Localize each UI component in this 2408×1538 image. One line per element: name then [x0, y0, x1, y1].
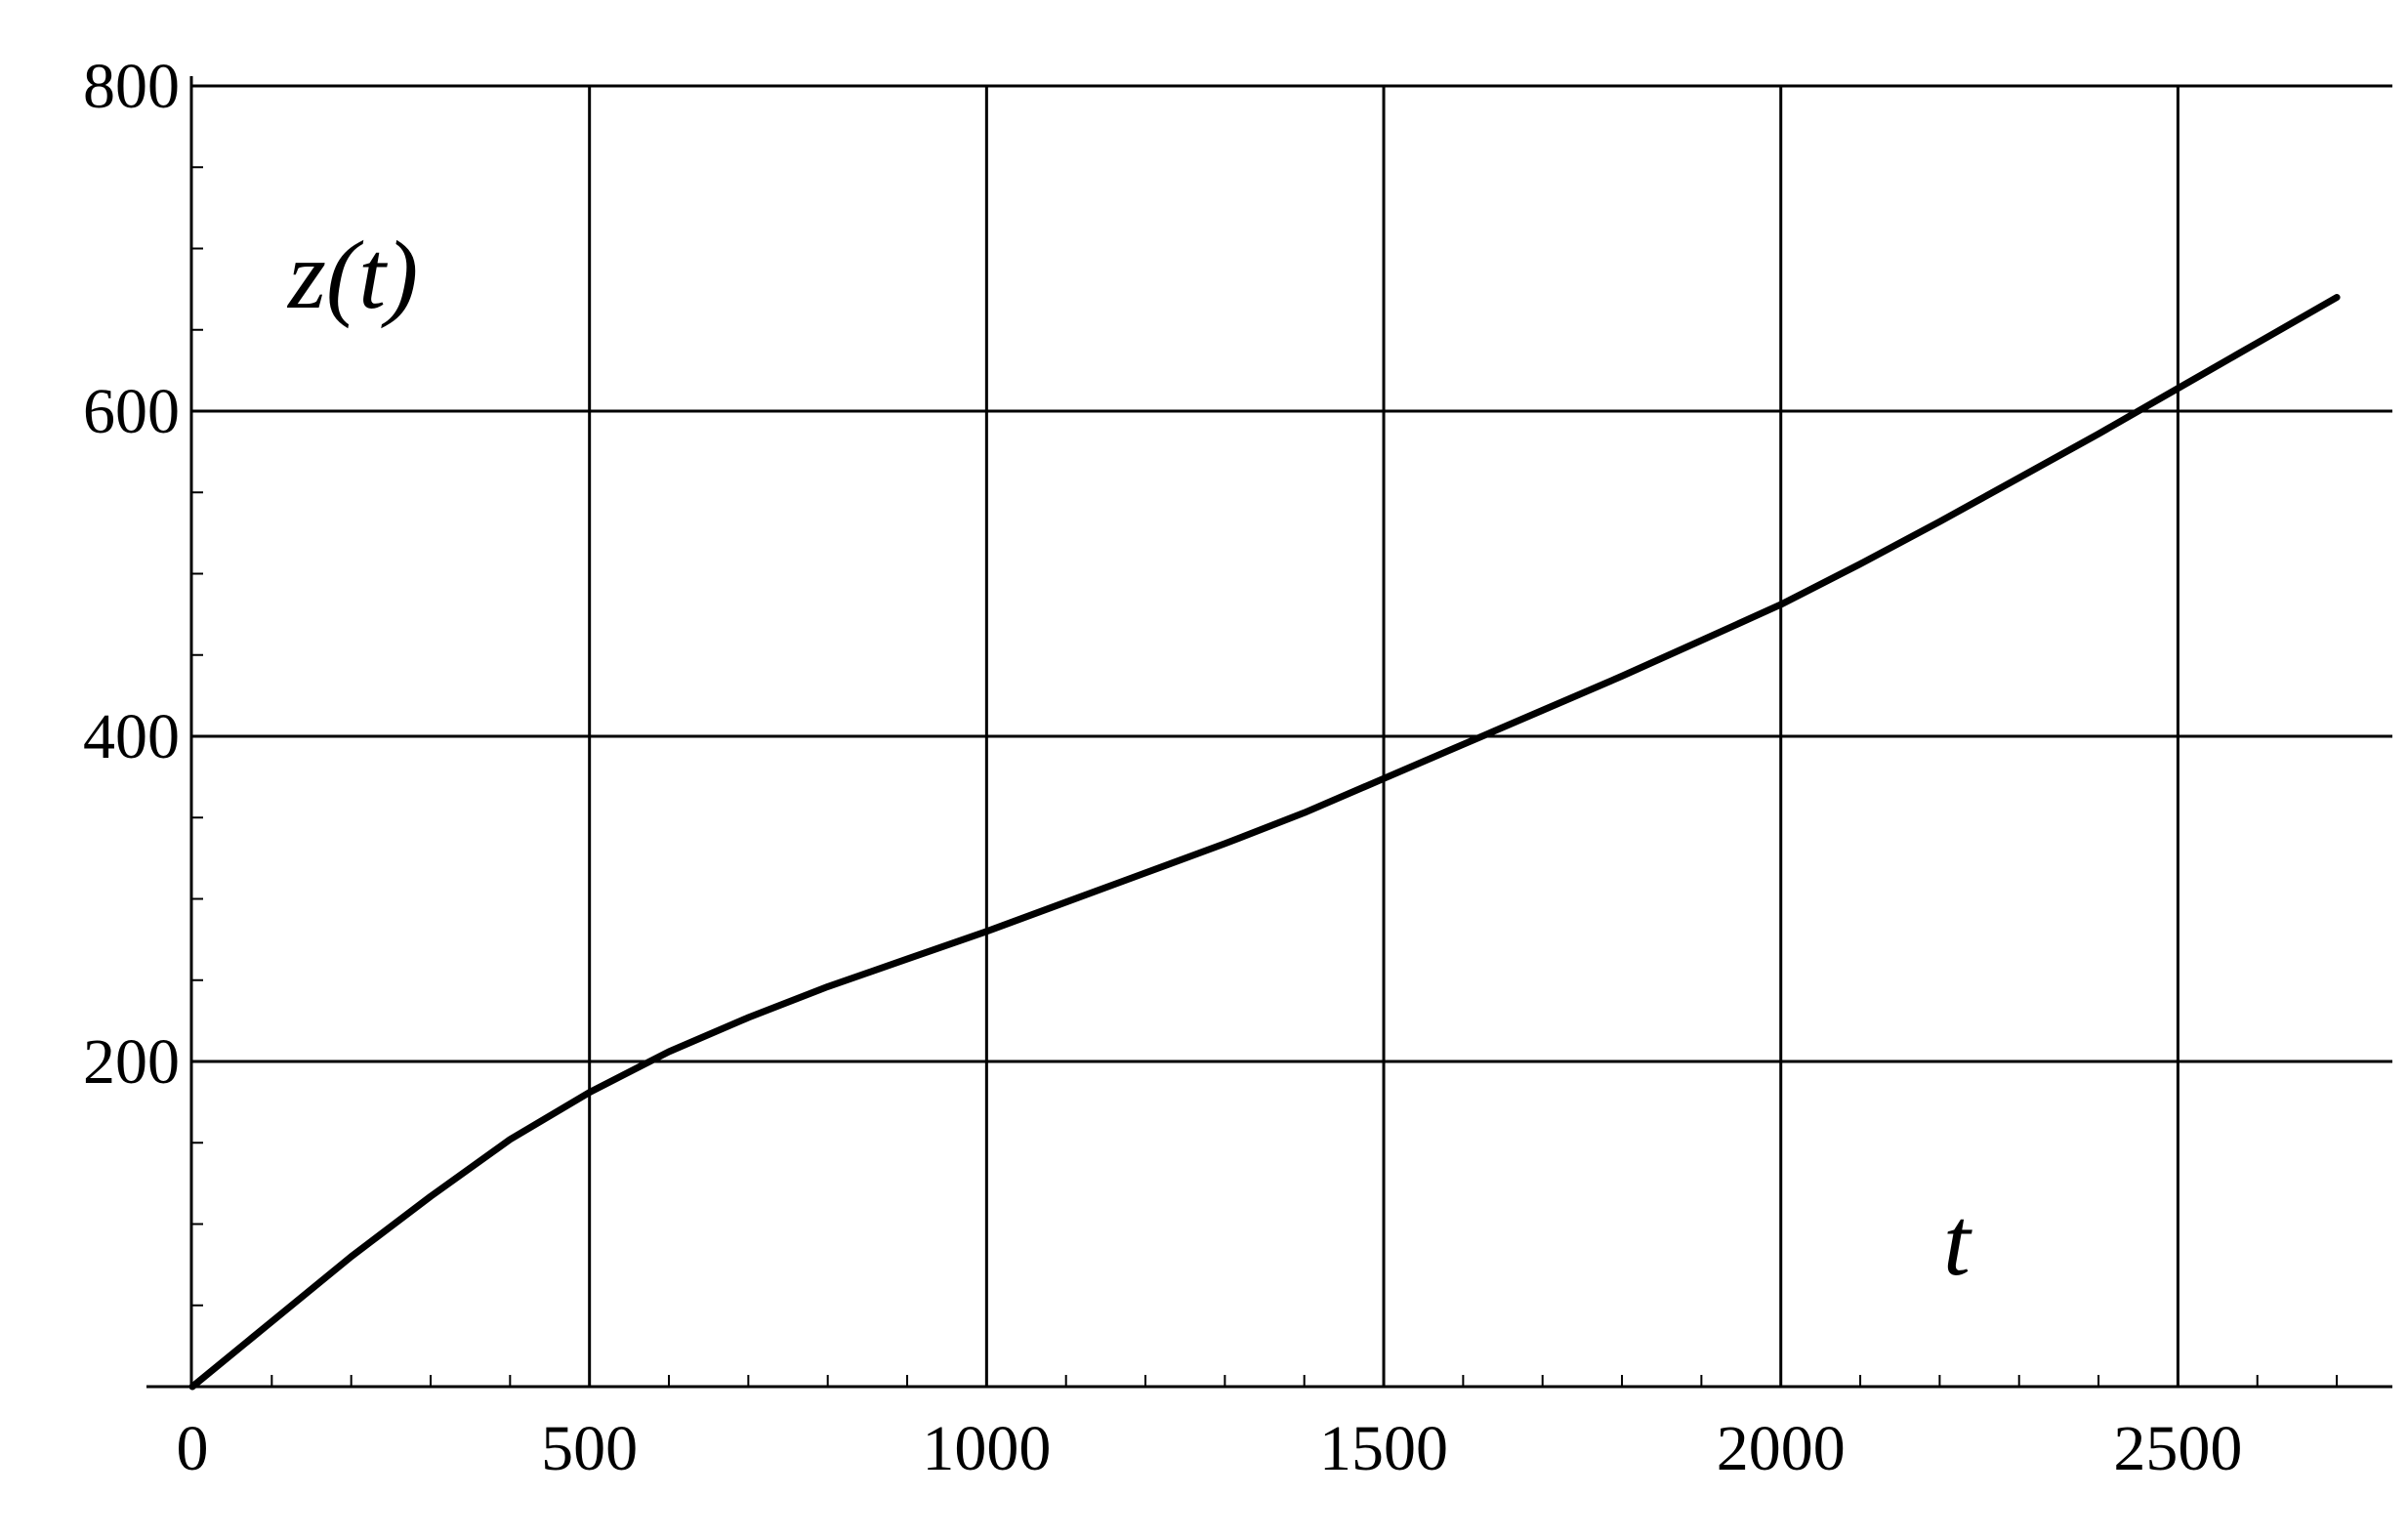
- y-tick-label: 400: [83, 701, 180, 772]
- series-line-0: [188, 294, 2341, 1391]
- y-tick-label: 800: [83, 51, 180, 122]
- x-tick-label: 2500: [2113, 1413, 2242, 1484]
- grid-lines: [191, 84, 2392, 1387]
- x-tick-label: 1500: [1319, 1413, 1448, 1484]
- tick-labels: 0 500 1000 1500 2000 2500 200 400 600 800: [83, 51, 2242, 1484]
- x-tick-label: 1000: [922, 1413, 1051, 1484]
- axes: [146, 76, 2392, 1389]
- x-tick-label: 500: [541, 1413, 638, 1484]
- x-axis-label: t: [1943, 1187, 1972, 1296]
- x-tick-label: 0: [177, 1413, 209, 1484]
- minor-ticks: [191, 166, 2339, 1387]
- y-axis-label: z(t): [286, 221, 418, 329]
- y-tick-label: 200: [83, 1026, 180, 1098]
- series-layer: [188, 294, 2341, 1391]
- x-tick-label: 2000: [1717, 1413, 1846, 1484]
- y-tick-label: 600: [83, 376, 180, 447]
